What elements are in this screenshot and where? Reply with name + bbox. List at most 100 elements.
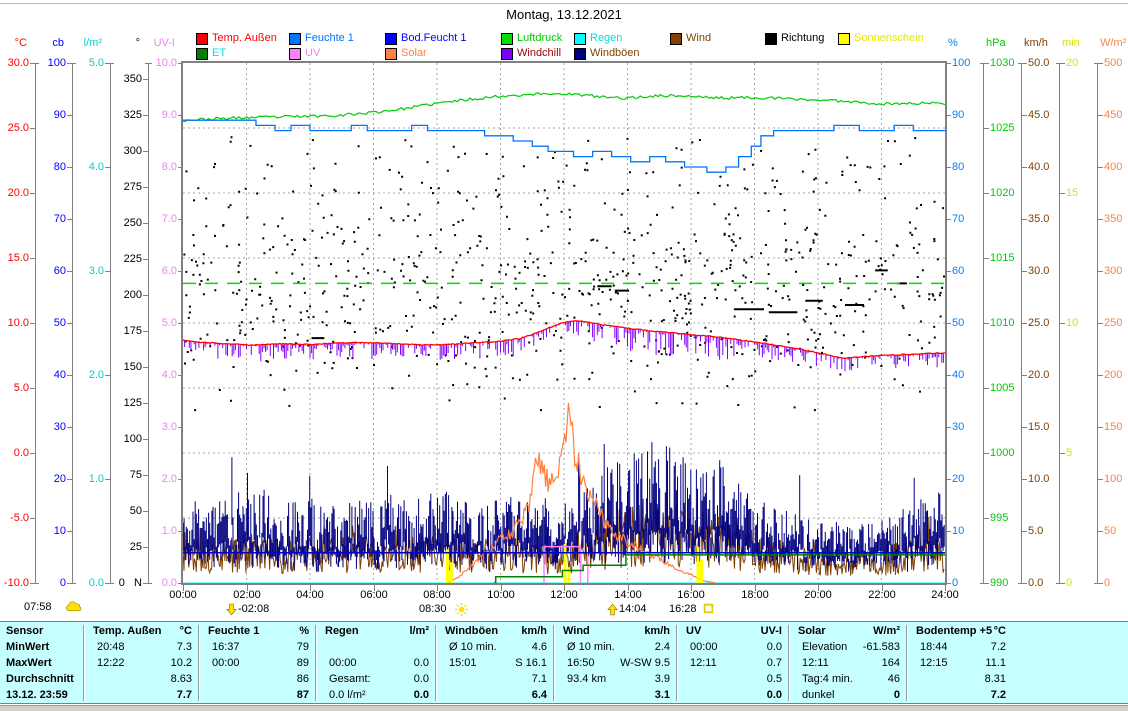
- axis-tick: [946, 63, 951, 64]
- chart-title: Montag, 13.12.2021: [506, 7, 622, 22]
- axis-tick-label: 30: [53, 421, 66, 433]
- axis-tick-label: 15.0: [1028, 421, 1050, 433]
- legend-item-feuchte-1[interactable]: Feuchte 1: [289, 32, 354, 45]
- axis-tick: [105, 375, 110, 376]
- x-axis-tick: [501, 585, 502, 591]
- legend-item-richtung[interactable]: Richtung: [765, 32, 824, 45]
- table-row: 0.0 l/m² 0.0: [317, 689, 437, 701]
- legend-label: Luftdruck: [517, 32, 563, 44]
- table-cell-time: Elevation: [802, 641, 848, 653]
- table-col-feuchte-1: Feuchte 1% 16:37 79 00:00 89 86 87: [200, 623, 317, 703]
- axis-tick: [105, 167, 110, 168]
- table-row: dunkel 0: [790, 689, 908, 701]
- table-cell-time: Gesamt:: [329, 673, 371, 685]
- table-cell-value: 0: [893, 689, 900, 701]
- axis-tick-label: 10.0: [7, 317, 29, 329]
- x-axis-label: 18:00: [741, 589, 769, 601]
- table-cell-value: 164: [881, 657, 900, 669]
- x-axis-tick: [945, 585, 946, 591]
- series-feuchte-1: [183, 119, 945, 173]
- table-cell-value: 0.0: [413, 673, 429, 685]
- axis-tick-label: 30.0: [1028, 265, 1050, 277]
- table-row-label: Durchschnitt: [0, 673, 85, 685]
- axis-cap: [145, 583, 152, 584]
- legend-item-wind[interactable]: Wind: [670, 32, 711, 45]
- axis-tick: [143, 187, 148, 188]
- axis-tick: [143, 223, 148, 224]
- axis-tick: [178, 427, 183, 428]
- table-cell-value: 0.0: [413, 689, 429, 701]
- table-row: 12:11 0.7: [678, 657, 790, 669]
- axis-tick-label: 30.0: [7, 57, 29, 69]
- axis-cap: [1094, 583, 1101, 584]
- table-row: 18:44 7.2: [908, 641, 1128, 653]
- axis-tick: [178, 271, 183, 272]
- table-cell-value: 0.7: [766, 657, 782, 669]
- axis-tick: [1060, 323, 1065, 324]
- axis-tick-label: 50: [53, 317, 66, 329]
- axis-tick-label: 200: [1104, 369, 1123, 381]
- axis-tick-label: 6.0: [161, 265, 177, 277]
- table-cell-time: 00:00: [212, 657, 240, 669]
- legend-item-temp-au-en[interactable]: Temp. Außen: [196, 32, 277, 45]
- table-col-title: Temp. Außen: [93, 625, 162, 637]
- table-cell-time: 15:01: [449, 657, 477, 669]
- table-cell-value: 7.1: [531, 673, 547, 685]
- axis-tick-label: 0: [1104, 577, 1111, 589]
- axis-tick-label: 400: [1104, 161, 1123, 173]
- axis-tick-label: 50.0: [1028, 57, 1050, 69]
- legend-item-windb-en[interactable]: Windböen: [574, 47, 640, 60]
- marker-moonrise-time: 14:04: [619, 603, 647, 615]
- legend-label: UV: [305, 47, 321, 59]
- axis-line-hpa: [983, 63, 984, 584]
- legend-item-windchill[interactable]: Windchill: [501, 47, 561, 60]
- table-row-label: Sensor: [0, 625, 85, 637]
- axis-tick-label: 5.0: [1028, 525, 1044, 537]
- legend-label: Sonnenschein: [854, 32, 924, 44]
- table-cell-time: 93.4 km: [567, 673, 607, 685]
- axis-tick: [67, 167, 72, 168]
- axis-tick-label: 1000: [990, 447, 1015, 459]
- legend-label: Bod.Feucht 1: [401, 32, 467, 44]
- axis-tick: [946, 271, 951, 272]
- axis-tick: [1098, 167, 1103, 168]
- axis-tick: [30, 63, 35, 64]
- axis-tick: [67, 479, 72, 480]
- axis-tick-label: 150: [123, 361, 142, 373]
- axis-tick: [67, 583, 72, 584]
- axis-tick-label: 175: [123, 325, 142, 337]
- axis-tick: [105, 271, 110, 272]
- axis-tick-label: 10.0: [1028, 473, 1050, 485]
- table-row: 8.31: [908, 673, 1128, 685]
- axis-tick-label: 225: [123, 253, 142, 265]
- table-col-unit: UV-I: [760, 625, 782, 637]
- legend-item-uv[interactable]: UV: [289, 47, 320, 60]
- axis-tick-label: 250: [123, 217, 142, 229]
- axis-cap: [980, 63, 987, 64]
- legend-item-luftdruck[interactable]: Luftdruck: [501, 32, 562, 45]
- axis-tick: [1098, 531, 1103, 532]
- axis-tick-label: 30: [952, 421, 965, 433]
- table-cell-value: 8.63: [170, 673, 192, 685]
- legend-item-bod-feucht-1[interactable]: Bod.Feucht 1: [385, 32, 466, 45]
- axis-tick: [1098, 375, 1103, 376]
- table-row: 0.0: [678, 689, 790, 701]
- axis-tick: [30, 583, 35, 584]
- table-cell-value: W-SW 9.5: [620, 657, 670, 669]
- table-row: 00:00 89: [200, 657, 317, 669]
- table-cell-value: 3.9: [654, 673, 670, 685]
- axis-tick: [67, 219, 72, 220]
- axis-tick-label: 1.0: [161, 525, 177, 537]
- legend-item-sonnenschein[interactable]: Sonnenschein: [838, 32, 924, 45]
- table-cell: Durchschnitt: [6, 673, 74, 685]
- legend-item-solar[interactable]: Solar: [385, 47, 427, 60]
- axis-tick-label: 0 N: [118, 577, 142, 589]
- table-cell-value: 46: [887, 673, 900, 685]
- legend-item-regen[interactable]: Regen: [574, 32, 622, 45]
- table-separator: [435, 625, 437, 701]
- legend-item-et[interactable]: ET: [196, 47, 226, 60]
- axis-tick-label: 450: [1104, 109, 1123, 121]
- axis-tick: [1098, 479, 1103, 480]
- axis-tick-label: 990: [990, 577, 1009, 589]
- axis-tick-label: 500: [1104, 57, 1123, 69]
